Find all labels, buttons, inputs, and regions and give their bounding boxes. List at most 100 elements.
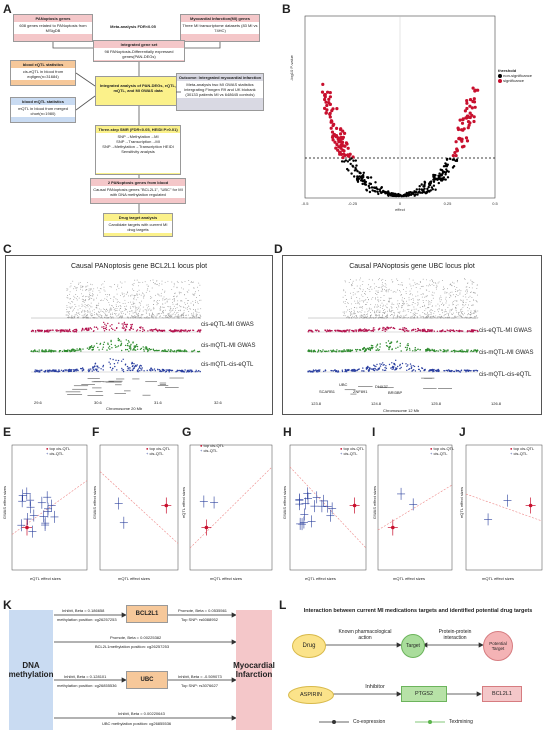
point <box>436 178 439 181</box>
snp-point <box>180 300 182 302</box>
point <box>413 194 416 197</box>
snp-point <box>443 315 445 317</box>
snp-point <box>388 289 390 291</box>
track-point <box>178 350 181 352</box>
track-point <box>160 370 162 373</box>
snp-point <box>413 308 415 310</box>
snp-point <box>100 315 102 317</box>
snp-point <box>460 290 462 292</box>
track-point <box>118 339 121 341</box>
significant-point <box>472 97 476 101</box>
snp-point <box>471 287 473 289</box>
snp-point <box>123 295 125 297</box>
snp-point <box>171 288 173 290</box>
track-point <box>162 368 165 371</box>
snp-point <box>176 307 178 309</box>
track-point <box>424 369 426 371</box>
snp-point <box>344 280 346 282</box>
snp-point <box>67 297 69 299</box>
snp-point <box>85 300 87 302</box>
track-point <box>110 343 113 346</box>
track-point <box>122 370 125 373</box>
snp-point <box>179 309 181 311</box>
track-point <box>71 350 73 352</box>
track-point <box>55 350 57 352</box>
track-point <box>407 344 409 347</box>
snp-point <box>388 288 390 290</box>
point <box>429 181 432 184</box>
track-point <box>371 329 374 332</box>
snp-point <box>354 313 356 314</box>
panel-label-i: I <box>372 425 376 439</box>
track-point <box>412 350 414 352</box>
locus-d-gene-4: DHX37 <box>375 384 388 389</box>
snp-point <box>171 316 173 318</box>
snp-point <box>193 293 195 295</box>
track-point <box>165 370 168 373</box>
snp-point <box>444 309 446 311</box>
significant-point <box>331 138 335 142</box>
track-point <box>149 329 151 331</box>
track-point <box>86 329 88 332</box>
track-point <box>114 329 116 331</box>
track-point <box>444 330 447 333</box>
snp-point <box>159 312 161 314</box>
track-point <box>128 341 130 343</box>
snp-point <box>450 283 452 285</box>
snp-point <box>66 290 68 292</box>
snp-point <box>382 299 384 301</box>
track-point <box>150 348 152 351</box>
snp-point <box>457 290 459 291</box>
snp-point <box>450 295 452 297</box>
track-point <box>103 326 105 328</box>
track-point <box>187 370 189 372</box>
snp-point <box>469 301 471 302</box>
track-point <box>416 330 419 332</box>
ptgs2-node: PTGS2 <box>401 686 447 702</box>
top-cis-qtl-point <box>204 525 209 530</box>
snp-point <box>173 296 174 297</box>
track-point <box>387 340 390 342</box>
snp-point <box>122 296 124 298</box>
snp-point <box>370 285 372 287</box>
track-point <box>107 322 109 325</box>
snp-point <box>87 281 89 283</box>
snp-point <box>196 311 198 313</box>
snp-point <box>425 313 427 315</box>
eqtl-statistics-body: cis-eQTL in blood from eqtlgen(n=31684) <box>11 68 75 80</box>
snp-point <box>152 308 154 310</box>
track-point <box>368 329 370 331</box>
track-point <box>365 349 367 351</box>
snp-point <box>142 306 144 308</box>
fit-line <box>11 480 88 535</box>
snp-point <box>458 289 460 291</box>
significant-point <box>330 135 335 139</box>
track-point <box>72 348 75 350</box>
point <box>344 159 348 162</box>
snp-point <box>465 304 467 306</box>
track-point <box>441 329 443 332</box>
snp-point <box>391 302 393 304</box>
snp-point <box>135 309 137 311</box>
track-point <box>413 365 416 368</box>
significant-point <box>455 148 459 152</box>
snp-point <box>136 290 138 292</box>
snp-point <box>69 286 71 288</box>
snp-point <box>462 314 464 316</box>
snp-point <box>195 291 196 293</box>
track-point <box>399 363 401 366</box>
track-point <box>353 368 355 371</box>
snp-point <box>172 309 174 311</box>
track-point <box>368 348 370 351</box>
snp-point <box>96 287 98 289</box>
track-point <box>140 368 142 370</box>
track-point <box>470 370 472 372</box>
volcano-legend: threshold non-significance significance <box>498 68 544 83</box>
snp-point <box>88 288 90 290</box>
significant-point <box>341 135 345 139</box>
snp-point <box>468 314 470 316</box>
snp-point <box>177 304 178 306</box>
point <box>414 191 418 194</box>
track-point <box>308 330 310 332</box>
snp-point <box>381 290 383 292</box>
